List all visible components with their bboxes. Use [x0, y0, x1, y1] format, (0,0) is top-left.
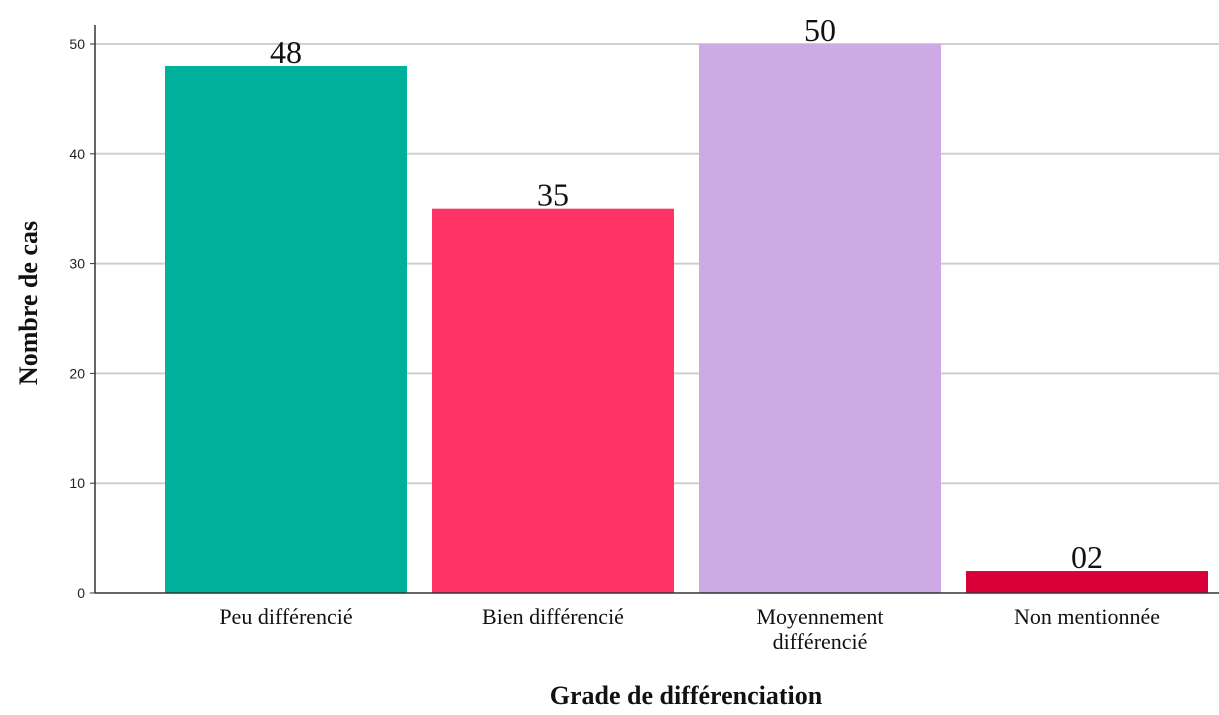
- data-label: 50: [804, 12, 836, 48]
- y-tick-label: 0: [77, 585, 85, 601]
- bar: [966, 571, 1208, 593]
- x-tick-label: Bien différencié: [482, 604, 624, 629]
- labels: 0 10 20 30 40 50 48 Peu différencié 35 Bien diffé…: [69, 12, 1160, 654]
- data-label: 48: [270, 34, 302, 70]
- y-tick-label: 20: [69, 365, 85, 381]
- x-tick-label: Peu différencié: [219, 604, 352, 629]
- bars: [165, 44, 1208, 593]
- y-tick-label: 40: [69, 146, 85, 162]
- bar: [165, 65, 407, 593]
- x-tick-label: différencié: [773, 629, 868, 654]
- x-tick-label: Non mentionnée: [1014, 604, 1160, 629]
- data-label: 02: [1071, 539, 1103, 575]
- x-axis-title: Grade de différenciation: [550, 681, 823, 710]
- y-axis-title: Nombre de cas: [14, 221, 43, 385]
- data-label: 35: [537, 177, 569, 213]
- bar: [432, 208, 674, 593]
- y-tick-label: 50: [69, 36, 85, 52]
- axes: [90, 25, 1219, 594]
- bar: [699, 44, 941, 593]
- x-tick-label: Moyennement: [756, 604, 883, 629]
- y-tick-label: 10: [69, 475, 85, 491]
- y-tick-label: 30: [69, 256, 85, 272]
